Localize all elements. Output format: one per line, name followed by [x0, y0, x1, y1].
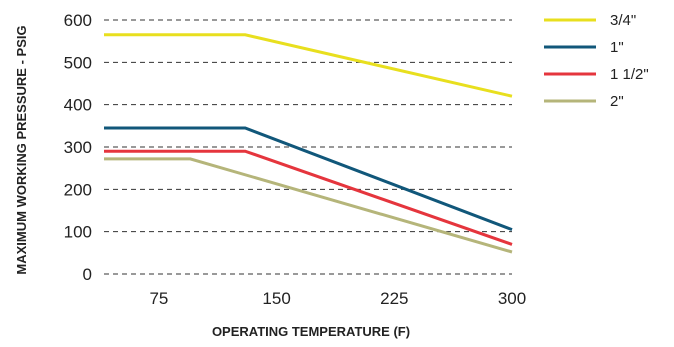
- grid-lines: [104, 19, 512, 275]
- x-tick-label: 225: [380, 289, 408, 308]
- legend-label: 1": [610, 39, 624, 56]
- y-tick-label: 300: [64, 138, 92, 157]
- y-tick-label: 0: [83, 265, 92, 284]
- y-tick-labels: 0 100 200 300 400 500 600: [64, 11, 92, 284]
- x-tick-label: 75: [149, 289, 168, 308]
- x-tick-label: 300: [498, 289, 526, 308]
- y-axis-label: MAXIMUM WORKING PRESSURE - PSIG: [14, 25, 29, 274]
- legend: 3/4" 1" 1 1/2" 2": [544, 12, 649, 110]
- legend-label: 3/4": [610, 12, 636, 29]
- y-tick-label: 400: [64, 96, 92, 115]
- series-line-1: [104, 33, 513, 98]
- legend-label: 1 1/2": [610, 66, 649, 83]
- x-axis-label: OPERATING TEMPERATURE (F): [212, 324, 410, 339]
- legend-label: 2": [610, 93, 624, 110]
- x-tick-label: 150: [262, 289, 290, 308]
- x-tick-labels: 75 150 225 300: [149, 289, 526, 308]
- series-line-3: [104, 149, 513, 246]
- series-line-4: [104, 157, 513, 254]
- y-tick-label: 600: [64, 11, 92, 30]
- series-line-2: [104, 126, 513, 232]
- series-lines: [104, 33, 513, 254]
- y-tick-label: 500: [64, 53, 92, 72]
- y-tick-label: 200: [64, 180, 92, 199]
- y-tick-label: 100: [64, 223, 92, 242]
